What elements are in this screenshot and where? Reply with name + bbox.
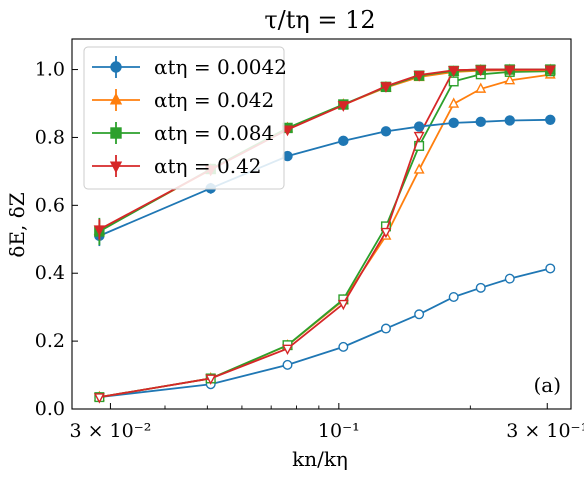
chart-title: τ/tη = 12 xyxy=(264,6,375,34)
series-0-point-7 xyxy=(475,116,486,128)
y-tick-label-0: 0.0 xyxy=(35,398,65,420)
series-0-point-3 xyxy=(338,135,349,147)
series-0-open-point-7 xyxy=(475,282,486,293)
series-1-open-point-7 xyxy=(475,82,487,93)
y-tick-label-1: 0.2 xyxy=(35,330,65,352)
y-tick-label-3: 0.6 xyxy=(35,194,65,216)
series-2-open-point-6 xyxy=(448,76,459,87)
series-0-point-5 xyxy=(413,121,425,132)
series-0-open-point-2 xyxy=(282,359,293,370)
series-3-point-7 xyxy=(475,65,487,77)
series-0-point-6 xyxy=(448,117,459,129)
legend-label-1: αtη = 0.042 xyxy=(154,88,274,112)
series-3-point-5 xyxy=(413,70,425,82)
series-3-point-9 xyxy=(544,65,556,77)
series-1-open-point-5 xyxy=(413,163,425,174)
series-1-open-point-6 xyxy=(448,97,460,108)
panel-label: (a) xyxy=(533,373,561,397)
plot-frame xyxy=(71,38,572,410)
series-0-point-4 xyxy=(380,126,392,137)
series-3-open-point-2 xyxy=(282,344,293,356)
series-3-point-6 xyxy=(448,66,460,77)
series-3-open-point-1 xyxy=(205,374,217,385)
x-tick-label-1: 10⁻¹ xyxy=(318,420,360,442)
legend-marker-1 xyxy=(109,92,123,105)
legend-box xyxy=(83,46,285,190)
series-0-open-point-5 xyxy=(414,309,425,320)
series-3-point-3 xyxy=(337,101,349,112)
axes: 0.0 0.2 0.4 0.6 0.8 1.0 3 × 10⁻² 10⁻¹ 3 × 10⁻¹ xyxy=(35,38,584,442)
series-0-open-line xyxy=(99,267,551,399)
legend: αtη = 0.0042 αtη = 0.042 αtη = 0.084 αtη = … xyxy=(83,46,287,190)
series-0-open-point-8 xyxy=(504,273,515,284)
x-tick-label-2: 3 × 10⁻¹ xyxy=(506,420,584,442)
legend-label-2: αtη = 0.084 xyxy=(154,121,274,145)
series-3-point-0 xyxy=(93,225,106,237)
legend-marker-2 xyxy=(110,127,122,139)
y-tick-label-2: 0.4 xyxy=(35,262,65,284)
series-3-open-point-5 xyxy=(413,131,425,143)
legend-label-0: αtη = 0.0042 xyxy=(154,55,287,79)
x-tick-label-0: 3 × 10⁻² xyxy=(69,420,151,442)
series-0-open-point-3 xyxy=(338,341,349,352)
series-0-point-9 xyxy=(545,114,556,125)
series-0-open-point-9 xyxy=(545,263,556,274)
series-3-open-point-3 xyxy=(337,299,349,311)
legend-label-3: αtη = 0.42 xyxy=(154,154,262,178)
series-3-open-point-0 xyxy=(93,393,105,404)
legend-marker-0 xyxy=(110,61,122,73)
series-3-open-point-4 xyxy=(380,227,392,239)
series-0-open-point-6 xyxy=(448,291,459,302)
series-3-point-4 xyxy=(380,82,392,93)
series-0-point-8 xyxy=(504,115,515,126)
series-1-open-point-8 xyxy=(504,73,516,85)
x-axis-label: kn/kη xyxy=(292,447,348,471)
series-0-open-point-4 xyxy=(380,323,391,334)
y-tick-label-4: 0.8 xyxy=(35,126,65,148)
y-tick-label-5: 1.0 xyxy=(35,59,65,81)
legend-marker-3 xyxy=(109,161,123,174)
series-3-point-2 xyxy=(281,125,294,137)
series-3-point-8 xyxy=(504,65,516,77)
y-axis-label: δE, δZ xyxy=(5,192,29,257)
